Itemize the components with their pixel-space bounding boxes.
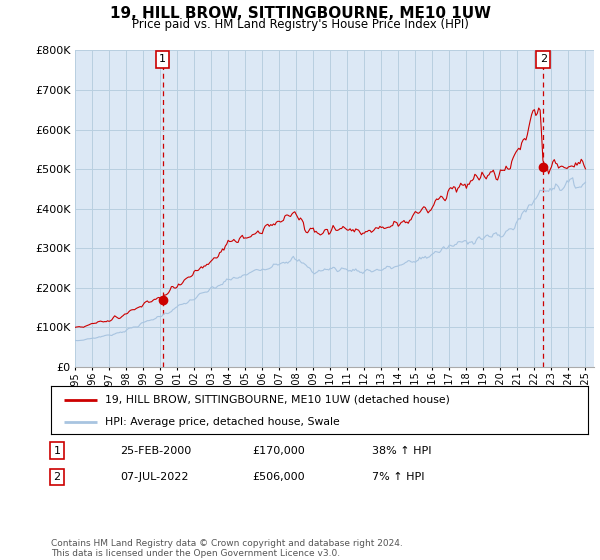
Text: 07-JUL-2022: 07-JUL-2022 [120, 472, 188, 482]
Text: 1: 1 [53, 446, 61, 456]
Text: 19, HILL BROW, SITTINGBOURNE, ME10 1UW: 19, HILL BROW, SITTINGBOURNE, ME10 1UW [110, 6, 491, 21]
Text: 2: 2 [53, 472, 61, 482]
Text: 2: 2 [540, 54, 547, 64]
Text: 25-FEB-2000: 25-FEB-2000 [120, 446, 191, 456]
Text: 19, HILL BROW, SITTINGBOURNE, ME10 1UW (detached house): 19, HILL BROW, SITTINGBOURNE, ME10 1UW (… [105, 395, 449, 405]
Text: £170,000: £170,000 [252, 446, 305, 456]
Text: HPI: Average price, detached house, Swale: HPI: Average price, detached house, Swal… [105, 417, 340, 427]
Text: Price paid vs. HM Land Registry's House Price Index (HPI): Price paid vs. HM Land Registry's House … [131, 18, 469, 31]
Text: Contains HM Land Registry data © Crown copyright and database right 2024.
This d: Contains HM Land Registry data © Crown c… [51, 539, 403, 558]
Text: 1: 1 [159, 54, 166, 64]
Text: 38% ↑ HPI: 38% ↑ HPI [372, 446, 431, 456]
Text: £506,000: £506,000 [252, 472, 305, 482]
Text: 7% ↑ HPI: 7% ↑ HPI [372, 472, 425, 482]
